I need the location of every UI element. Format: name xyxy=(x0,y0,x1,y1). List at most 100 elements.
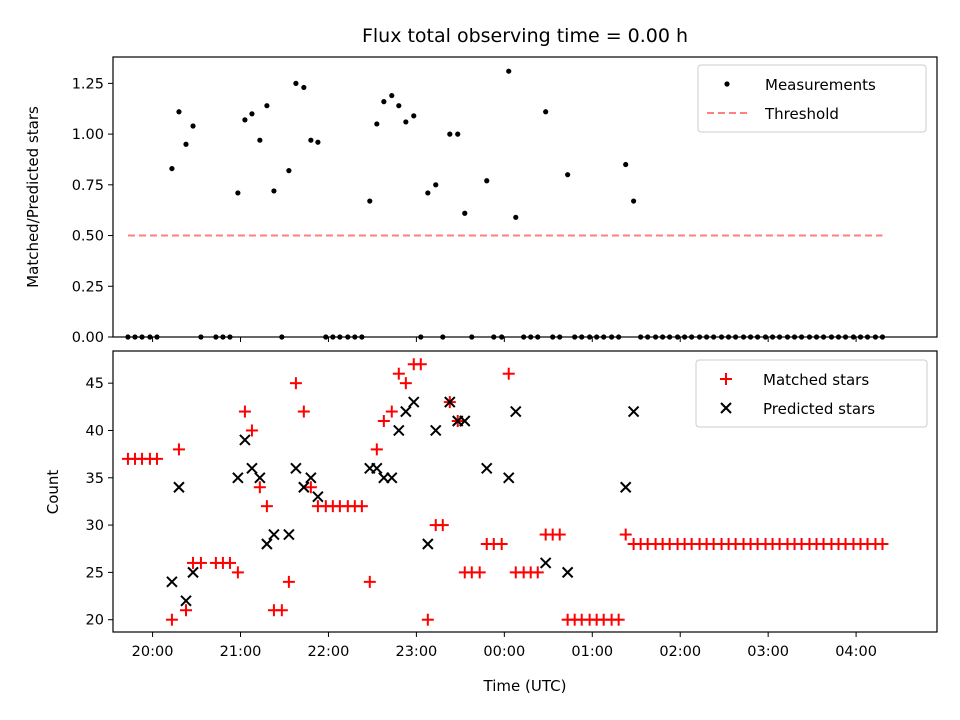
measurement-point xyxy=(587,334,593,340)
top-y-tick-label: 0.25 xyxy=(72,279,104,295)
measurement-point xyxy=(491,334,497,340)
predicted-stars-point xyxy=(510,405,522,418)
measurement-point xyxy=(645,334,651,340)
matched-stars-point xyxy=(370,443,383,456)
matched-stars-point xyxy=(385,405,398,418)
matched-stars-point xyxy=(223,556,236,569)
matched-stars-point xyxy=(355,500,368,513)
matched-stars-point xyxy=(282,575,295,588)
matched-stars-point xyxy=(495,538,508,551)
measurement-point xyxy=(330,334,336,340)
x-tick-label: 00:00 xyxy=(483,644,525,660)
predicted-stars-point xyxy=(180,595,192,607)
measurement-point xyxy=(440,334,446,340)
matched-stars-point xyxy=(363,575,376,588)
matched-stars-point xyxy=(612,613,625,626)
measurement-point xyxy=(835,334,842,340)
measurement-point xyxy=(198,334,204,340)
measurement-point xyxy=(469,334,475,340)
chart-title: Flux total observing time = 0.00 h xyxy=(362,25,688,47)
matched-stars-point xyxy=(165,613,178,626)
matched-stars-point xyxy=(553,528,566,541)
measurement-point xyxy=(864,334,871,340)
measurement-point xyxy=(850,334,857,340)
measurement-point xyxy=(718,334,725,340)
measurement-point xyxy=(352,334,358,340)
predicted-stars-point xyxy=(627,405,640,418)
measurement-point xyxy=(784,334,791,340)
measurement-point xyxy=(528,334,534,340)
measurement-point xyxy=(235,190,241,196)
matched-stars-point xyxy=(179,604,192,617)
bottom-legend-box xyxy=(695,359,928,428)
top-legend: Measurements Threshold xyxy=(697,64,927,133)
legend-predicted-label: Predicted stars xyxy=(763,400,875,418)
bottom-legend: Matched stars Predicted stars xyxy=(695,359,928,428)
predicted-stars-point xyxy=(619,481,632,493)
x-tick-label: 02:00 xyxy=(659,644,701,660)
measurement-point xyxy=(711,334,717,340)
predicted-stars-point xyxy=(430,424,442,437)
top-y-tick-label: 1.00 xyxy=(72,127,104,143)
measurement-point xyxy=(154,334,160,340)
matched-stars-point xyxy=(253,481,266,494)
measurement-point xyxy=(565,172,571,178)
measurement-point xyxy=(806,334,813,340)
measurement-point xyxy=(418,334,424,340)
matched-stars-point xyxy=(414,358,427,371)
measurement-point xyxy=(323,334,329,340)
matched-stars-point xyxy=(392,367,405,380)
top-panel: Flux total observing time = 0.00 h 0.000… xyxy=(24,25,938,346)
measurement-point xyxy=(462,210,468,216)
matched-stars-point xyxy=(473,566,486,579)
predicted-stars-point xyxy=(173,481,185,493)
matched-stars-point xyxy=(172,443,185,456)
matched-stars-point xyxy=(502,367,515,380)
matched-stars-point xyxy=(297,405,310,418)
top-y-axis-label: Matched/Predicted stars xyxy=(24,106,42,288)
matched-stars-point xyxy=(150,452,163,465)
measurement-point xyxy=(315,139,321,145)
measurement-point xyxy=(139,334,145,340)
measurement-point xyxy=(132,334,138,340)
measurement-point xyxy=(271,188,277,194)
bottom-y-axis-label: Count xyxy=(44,470,62,515)
top-plot-area xyxy=(125,68,886,340)
predicted-stars-point xyxy=(561,566,574,579)
matched-stars-point xyxy=(245,424,258,437)
measurement-point xyxy=(249,111,255,117)
predicted-stars-point xyxy=(539,557,552,569)
measurement-point xyxy=(484,178,490,184)
measurement-point xyxy=(169,165,175,172)
measurement-point xyxy=(264,103,270,109)
top-x-axis xyxy=(152,337,857,342)
top-y-tick-label: 0.50 xyxy=(72,229,104,245)
measurement-point xyxy=(747,334,754,340)
measurement-point xyxy=(638,334,644,340)
predicted-stars-point xyxy=(371,462,383,475)
legend-measurements-marker xyxy=(724,81,730,87)
measurement-point xyxy=(190,123,196,129)
x-tick-label: 01:00 xyxy=(571,644,613,660)
matched-stars-point xyxy=(194,556,207,569)
measurement-point xyxy=(447,131,453,137)
predicted-stars-point xyxy=(422,538,434,550)
measurement-point xyxy=(550,334,556,340)
measurement-point xyxy=(403,119,409,125)
measurement-point xyxy=(674,334,681,340)
measurement-point xyxy=(301,84,307,91)
x-tick-label: 04:00 xyxy=(835,644,877,660)
measurement-point xyxy=(506,68,512,74)
predicted-stars-point xyxy=(166,576,178,588)
measurement-point xyxy=(842,334,849,340)
legend-matched-marker xyxy=(720,373,732,385)
measurement-point xyxy=(220,334,226,340)
predicted-stars-point xyxy=(400,405,412,418)
predicted-stars-point xyxy=(232,472,244,484)
measurement-point xyxy=(667,334,673,340)
measurement-point xyxy=(762,334,769,340)
measurement-point xyxy=(543,109,549,115)
measurement-point xyxy=(396,103,402,109)
matched-stars-point xyxy=(377,415,390,428)
matched-stars-point xyxy=(275,604,288,617)
